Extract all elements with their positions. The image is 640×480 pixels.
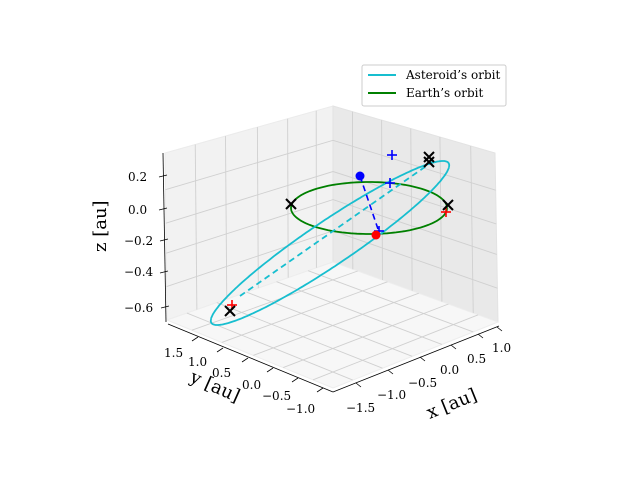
y-tick-label: 0.5 — [212, 366, 231, 380]
z-tick-label: 0.0 — [128, 203, 147, 217]
x-tick-mark — [477, 333, 484, 339]
z-tick-mark — [159, 270, 169, 274]
z-axis-tick-labels: −0.6 −0.4 −0.2 0.0 0.2 — [124, 170, 154, 315]
orbit-series — [209, 160, 451, 326]
x-tick-mark — [355, 382, 362, 388]
grid-line — [283, 303, 449, 369]
y-tick-label: −1.0 — [286, 402, 315, 416]
y-tick-label: −0.5 — [262, 389, 291, 403]
y-tick-label: 0.0 — [242, 378, 261, 392]
grid-line — [221, 281, 388, 343]
grid-line — [287, 118, 289, 278]
asteroid-orbit-front-line — [209, 167, 450, 326]
y-axis-line — [167, 323, 334, 393]
grid-line — [470, 145, 474, 314]
z-tick-label: −0.6 — [124, 301, 153, 315]
legend-box — [361, 64, 507, 107]
z-tick-label: −0.2 — [124, 234, 153, 248]
asteroid-node-line — [239, 161, 433, 297]
grid-line — [439, 137, 443, 302]
grid-line — [307, 270, 474, 333]
x-tick-label: 0.0 — [440, 363, 459, 377]
grid-line — [166, 199, 497, 255]
x-axis-label: x [au] — [424, 385, 480, 424]
x-tick-mark — [419, 356, 426, 362]
x-tick-mark — [496, 326, 503, 332]
grid-line — [225, 136, 228, 300]
black-x-marker — [285, 198, 297, 210]
asteroid-orbit-back-line — [210, 160, 451, 319]
legend-label-earth: Earth’s orbit — [406, 86, 483, 100]
black-x-marker — [442, 199, 454, 211]
y-axis-tick-labels: −1.0 −0.5 0.0 0.5 1.0 1.5 — [164, 346, 315, 416]
z-tick-mark — [158, 207, 168, 211]
x-axis-line — [332, 325, 500, 393]
grid-line — [165, 171, 497, 225]
y-tick-mark — [241, 357, 249, 363]
z-tick-mark — [158, 174, 168, 178]
z-axis-label: z [au] — [90, 200, 111, 252]
earth-orbit-line — [290, 181, 448, 235]
z-tick-label: −0.4 — [124, 265, 154, 279]
grid-line — [194, 144, 198, 310]
y-tick-label: 1.0 — [188, 355, 207, 369]
y-tick-mark — [316, 387, 324, 393]
x-tick-mark — [387, 369, 394, 375]
grid-line — [256, 127, 259, 289]
z-tick-mark — [160, 305, 170, 309]
y-tick-mark — [216, 347, 224, 353]
grid-line — [191, 270, 358, 331]
y-tick-mark — [291, 377, 299, 383]
y-tick-mark — [191, 336, 199, 342]
y-tick-mark — [266, 367, 274, 373]
black-x-marker — [423, 151, 435, 163]
x-tick-label: −0.5 — [408, 376, 437, 390]
x-axis-tick-labels: −1.5 −1.0 −0.5 0.0 0.5 1.0 — [346, 341, 511, 415]
grid-lines — [165, 110, 498, 381]
black-x-marker — [423, 156, 435, 168]
x-tick-label: 1.0 — [492, 341, 511, 355]
x-tick-label: −1.5 — [346, 401, 375, 415]
legend: Asteroid’s orbit Earth’s orbit — [361, 64, 507, 107]
grid-line — [312, 314, 479, 381]
grid-line — [381, 120, 383, 281]
black-x-marker — [224, 305, 236, 317]
z-tick-mark — [159, 238, 169, 242]
grid-line — [165, 139, 496, 191]
x-tick-label: −1.0 — [377, 388, 406, 402]
z-axis-line — [162, 152, 167, 323]
earth-position-dot — [371, 230, 381, 240]
asteroid-position-dot — [355, 171, 365, 181]
orbit-markers — [224, 150, 454, 317]
x-tick-label: 0.5 — [467, 352, 486, 366]
axis-lines — [158, 152, 503, 393]
legend-label-asteroid: Asteroid’s orbit — [405, 68, 500, 82]
grid-line — [253, 292, 419, 356]
z-tick-label: 0.2 — [128, 170, 147, 184]
x-tick-mark — [450, 344, 457, 350]
y-tick-label: 1.5 — [164, 346, 183, 360]
grid-line — [216, 302, 383, 369]
grid-line — [276, 281, 443, 345]
